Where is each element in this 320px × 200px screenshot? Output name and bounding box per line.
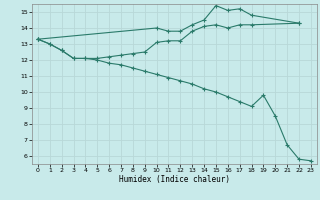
X-axis label: Humidex (Indice chaleur): Humidex (Indice chaleur) [119,175,230,184]
